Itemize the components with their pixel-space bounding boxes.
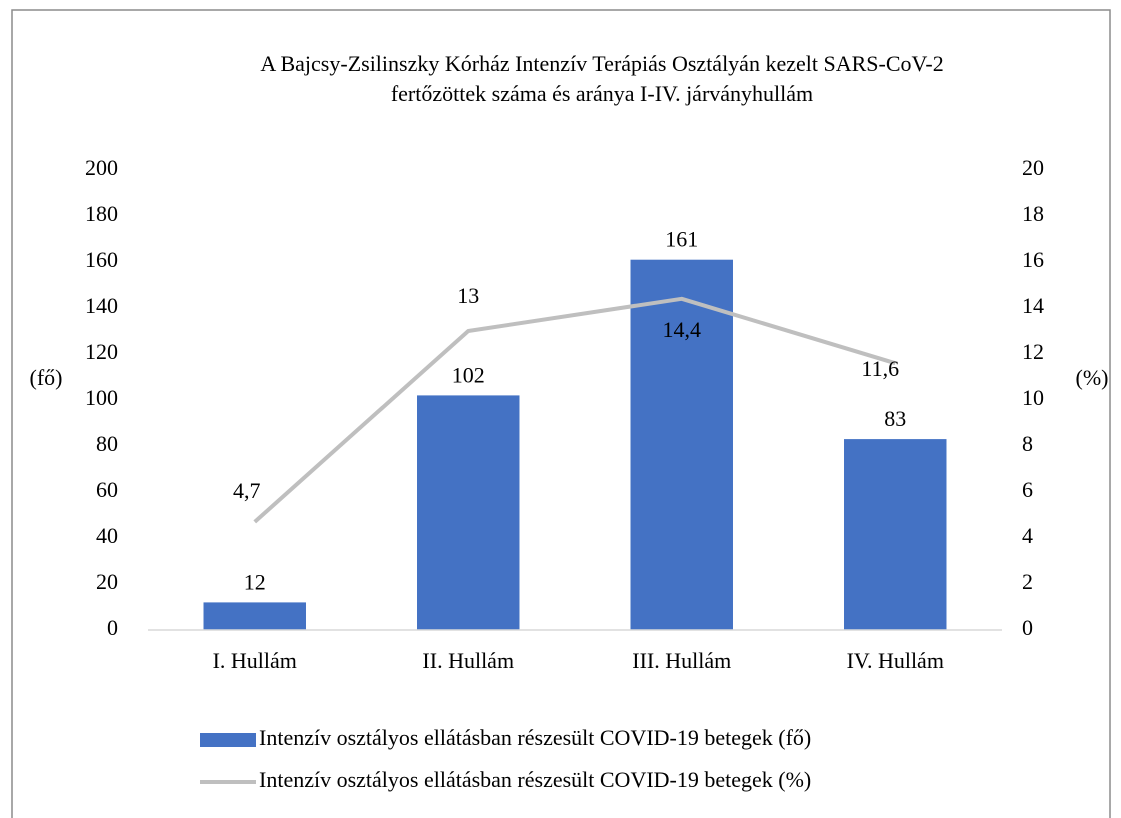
y2-tick-label: 4 [1022, 523, 1033, 548]
y-tick-label: 120 [85, 339, 118, 364]
y2-tick-label: 8 [1022, 431, 1033, 456]
y-tick-label: 180 [85, 201, 118, 226]
y-tick-label: 60 [96, 477, 118, 502]
y-tick-label: 200 [85, 155, 118, 180]
y2-tick-label: 20 [1022, 155, 1044, 180]
y-tick-label: 0 [107, 615, 118, 640]
chart-title: A Bajcsy-Zsilinszky Kórház Intenzív Terá… [260, 51, 943, 76]
x-tick-label: I. Hullám [213, 648, 297, 673]
legend-label: Intenzív osztályos ellátásban részesült … [259, 767, 811, 792]
bar [844, 439, 947, 630]
y2-axis-label: (%) [1076, 365, 1109, 390]
y-tick-label: 100 [85, 385, 118, 410]
y-tick-label: 140 [85, 293, 118, 318]
data-label: 83 [884, 406, 906, 431]
legend-swatch [200, 733, 256, 747]
chart-title: fertőzöttek száma és aránya I-IV. járván… [391, 81, 813, 106]
y2-tick-label: 18 [1022, 201, 1044, 226]
data-label: 11,6 [861, 356, 899, 381]
y2-tick-label: 6 [1022, 477, 1033, 502]
y-tick-label: 20 [96, 569, 118, 594]
y2-tick-label: 12 [1022, 339, 1044, 364]
data-label: 12 [244, 569, 266, 594]
y-axis-label: (fő) [30, 365, 63, 390]
data-label: 4,7 [233, 478, 261, 503]
x-tick-label: IV. Hullám [847, 648, 944, 673]
y-tick-label: 80 [96, 431, 118, 456]
chart-border [11, 9, 1111, 818]
data-label: 102 [452, 362, 485, 387]
y2-tick-label: 10 [1022, 385, 1044, 410]
x-tick-label: II. Hullám [422, 648, 514, 673]
data-label: 13 [457, 283, 479, 308]
y2-tick-label: 16 [1022, 247, 1044, 272]
x-tick-label: III. Hullám [632, 648, 731, 673]
bar [630, 259, 733, 630]
data-label: 14,4 [663, 317, 702, 342]
y-tick-label: 40 [96, 523, 118, 548]
y-tick-label: 160 [85, 247, 118, 272]
bar [203, 602, 306, 630]
line [253, 296, 896, 524]
y2-tick-label: 2 [1022, 569, 1033, 594]
data-label: 161 [665, 227, 698, 252]
y2-tick-label: 14 [1022, 293, 1044, 318]
bar [417, 395, 520, 630]
y2-tick-label: 0 [1022, 615, 1033, 640]
legend-label: Intenzív osztályos ellátásban részesült … [259, 725, 811, 750]
